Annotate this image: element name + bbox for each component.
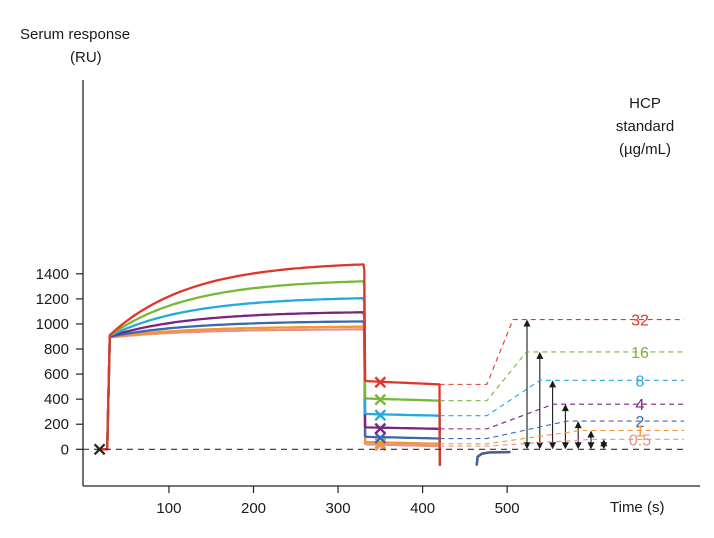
arrow-head-bottom-16: [536, 442, 544, 450]
arrow-head-bottom-0.5: [600, 442, 608, 450]
axes: 0 200 400 600 800 1000 1200 1400 100 200 300 400 500: [36, 80, 700, 517]
x-tick-label: 400: [410, 500, 435, 517]
concentration-label-4: 4: [636, 397, 645, 414]
arrow-head-top-32: [523, 319, 531, 327]
x-tick-label: 500: [495, 500, 520, 517]
x-tick-label: 200: [241, 500, 266, 517]
concentration-label-1: 1: [636, 423, 645, 440]
x-axis-label: Time (s): [610, 499, 664, 516]
arrow-head-bottom-2: [574, 442, 582, 450]
y-tick-label: 800: [44, 341, 69, 358]
concentration-label-8: 8: [636, 373, 645, 390]
y-tick-label: 0: [61, 441, 69, 458]
projection-1: [439, 429, 684, 445]
sensorgram-32: [101, 263, 442, 466]
baseline-marker: [93, 443, 106, 456]
arrow-head-top-16: [536, 351, 544, 359]
y-tick-label: 200: [44, 416, 69, 433]
report-point-32: [374, 376, 387, 389]
arrow-head-bottom-1: [587, 442, 595, 450]
report-point-4: [374, 422, 387, 435]
y-axis-label-line2: (RU): [70, 49, 102, 66]
y-tick-label: 1000: [36, 316, 69, 333]
concentration-label-0.5: 0.5: [629, 432, 651, 449]
report-point-8: [374, 409, 387, 422]
sensorgram-lines: [101, 263, 511, 466]
arrow-head-bottom-4: [561, 442, 569, 450]
arrow-head-top-2: [574, 421, 582, 429]
concentration-label-16: 16: [631, 345, 649, 362]
projection-0.5: [439, 438, 684, 447]
projection-8: [439, 379, 684, 417]
regeneration-baseline: [475, 450, 511, 466]
arrow-head-top-1: [587, 430, 595, 438]
arrow-head-top-4: [561, 404, 569, 412]
projection-4: [439, 403, 684, 430]
y-tick-label: 600: [44, 366, 69, 383]
x-tick-label: 100: [156, 500, 181, 517]
report-point-2: [374, 432, 387, 444]
sensorgram-0.5: [101, 328, 442, 466]
concentration-label-32: 32: [631, 313, 649, 330]
projection-32: [439, 319, 684, 385]
y-axis-label-line1: Serum response: [20, 26, 130, 43]
concentration-label-2: 2: [636, 414, 645, 431]
arrow-head-top-8: [549, 380, 557, 388]
legend-title-line2: standard: [616, 118, 674, 135]
y-tick-label: 400: [44, 391, 69, 408]
legend-title-line1: HCP: [629, 95, 661, 112]
y-tick-label: 1400: [36, 266, 69, 283]
arrow-head-bottom-8: [549, 442, 557, 450]
legend-title-line3: (µg/mL): [619, 141, 671, 158]
x-tick-label: 300: [326, 500, 351, 517]
report-point-16: [374, 393, 387, 406]
y-tick-label: 1200: [36, 291, 69, 308]
